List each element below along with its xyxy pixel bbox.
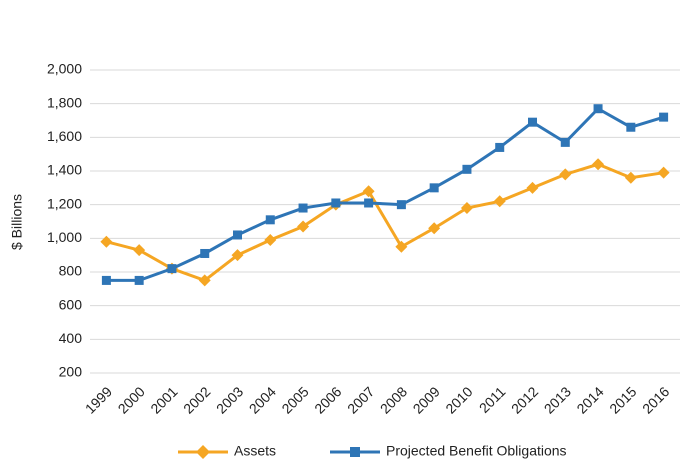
x-tick-label: 2012: [508, 383, 541, 416]
data-point: [133, 244, 146, 257]
y-tick-label: 1,400: [47, 162, 82, 178]
x-tick-label: 2010: [442, 383, 475, 416]
data-point: [364, 198, 374, 208]
data-point: [593, 104, 603, 114]
x-tick-label: 2006: [311, 383, 344, 416]
x-tick-label: 2000: [115, 383, 148, 416]
data-point: [560, 137, 570, 147]
y-tick-label: 200: [59, 364, 83, 380]
data-point: [362, 185, 375, 198]
x-tick-label: 2013: [541, 383, 574, 416]
series-line: [106, 162, 664, 283]
data-point: [526, 181, 539, 194]
data-point: [231, 249, 244, 262]
data-point: [559, 168, 572, 181]
y-tick-label: 1,200: [47, 195, 82, 211]
data-point: [298, 203, 308, 213]
data-point: [460, 202, 473, 215]
x-tick-label: 2005: [278, 383, 311, 416]
data-point: [264, 234, 277, 247]
x-tick-label: 2003: [213, 383, 246, 416]
y-tick-label: 2,000: [47, 61, 82, 77]
x-tick-label: 2002: [180, 383, 213, 416]
legend-marker: [350, 447, 360, 457]
x-tick-label: 2016: [639, 383, 672, 416]
data-point: [624, 171, 637, 184]
data-point: [495, 142, 505, 152]
y-tick-label: 600: [59, 296, 83, 312]
data-point: [167, 264, 177, 274]
data-point: [331, 198, 341, 208]
data-point: [265, 215, 275, 225]
data-point: [134, 275, 144, 285]
y-tick-label: 1,600: [47, 128, 82, 144]
data-point: [429, 183, 439, 193]
data-point: [528, 117, 537, 127]
x-tick-label: 2009: [410, 383, 443, 416]
x-tick-label: 2008: [377, 383, 410, 416]
data-point: [233, 230, 242, 240]
legend-label: Assets: [234, 443, 276, 459]
y-tick-label: 1,000: [47, 229, 82, 245]
data-point: [396, 200, 406, 210]
legend-label: Projected Benefit Obligations: [386, 443, 567, 459]
x-tick-label: 2011: [476, 383, 509, 416]
y-tick-label: 1,800: [47, 94, 82, 110]
data-point: [395, 240, 408, 253]
x-tick-label: 2014: [573, 383, 606, 416]
series-line: [106, 106, 665, 282]
data-point: [592, 158, 605, 171]
data-point: [198, 274, 211, 287]
x-tick-label: 2001: [147, 383, 180, 416]
data-point: [462, 164, 472, 174]
data-point: [101, 275, 111, 285]
data-point: [100, 235, 113, 248]
data-point: [657, 166, 670, 179]
y-tick-label: 800: [59, 263, 83, 279]
x-tick-label: 1999: [82, 383, 115, 416]
data-point: [428, 222, 441, 235]
legend-marker: [196, 445, 210, 459]
data-point: [200, 248, 210, 258]
y-axis-label: $ Billions: [9, 194, 25, 250]
x-tick-label: 2007: [344, 383, 377, 416]
y-tick-label: 400: [59, 330, 83, 346]
data-point: [493, 195, 506, 208]
data-point: [626, 122, 636, 132]
x-tick-label: 2015: [606, 383, 639, 416]
data-point: [659, 112, 669, 122]
x-tick-label: 2004: [246, 383, 279, 416]
data-point: [297, 220, 310, 233]
